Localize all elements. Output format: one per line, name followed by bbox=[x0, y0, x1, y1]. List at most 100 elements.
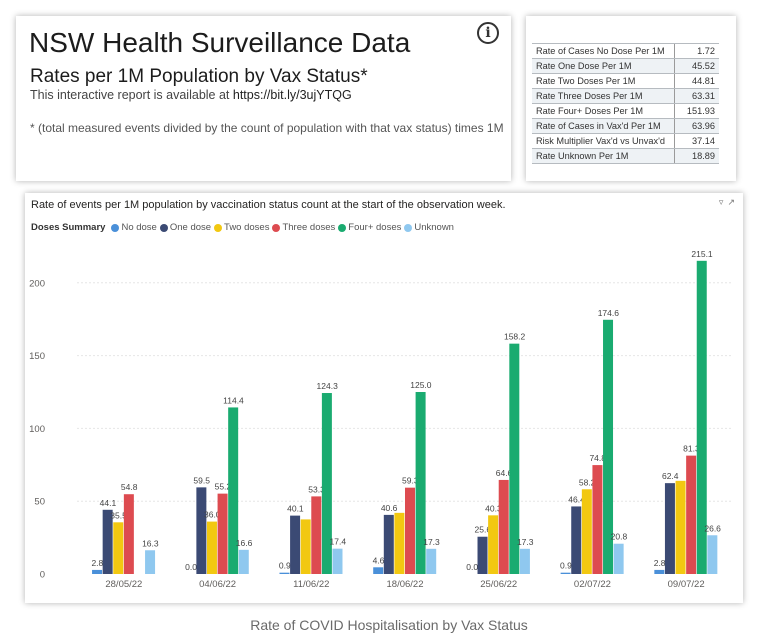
data-label: 0.0 bbox=[466, 562, 478, 572]
stats-label: Rate of Cases No Dose Per 1M bbox=[532, 43, 675, 59]
data-label: 20.8 bbox=[611, 532, 628, 542]
bar bbox=[405, 487, 415, 574]
stats-label: Risk Multiplier Vax'd vs Unvax'd bbox=[532, 133, 675, 149]
bar bbox=[426, 548, 437, 574]
bar bbox=[686, 455, 697, 574]
x-tick-label: 25/06/22 bbox=[480, 579, 517, 590]
stats-card: Rate of Cases No Dose Per 1M 1.72 Rate One… bbox=[526, 16, 736, 181]
bar bbox=[592, 465, 603, 574]
stats-value: 44.81 bbox=[674, 73, 719, 89]
stats-row: Rate One Dose Per 1M 45.52 bbox=[532, 58, 719, 74]
title-card: NSW Health Surveillance Data Rates per 1… bbox=[16, 16, 511, 181]
legend-item[interactable]: Two doses bbox=[214, 222, 269, 233]
legend-item[interactable]: Unknown bbox=[404, 222, 454, 233]
bar bbox=[488, 515, 499, 574]
data-label: 0.9 bbox=[560, 561, 572, 571]
legend-label: Unknown bbox=[414, 222, 454, 233]
info-icon[interactable]: i bbox=[477, 22, 499, 44]
x-tick-label: 04/06/22 bbox=[199, 579, 236, 590]
legend-label: Three doses bbox=[282, 222, 336, 233]
data-label: 59.5 bbox=[193, 475, 210, 485]
data-label: 59.3 bbox=[402, 476, 419, 486]
bar bbox=[696, 260, 707, 574]
data-label: 215.1 bbox=[691, 249, 713, 259]
data-label: 158.2 bbox=[504, 332, 526, 342]
data-label: 25.6 bbox=[475, 525, 492, 535]
bar bbox=[206, 521, 217, 574]
legend-label: Four+ doses bbox=[348, 222, 402, 233]
data-label: 114.4 bbox=[223, 395, 244, 405]
legend-swatch bbox=[272, 223, 281, 232]
data-label: 44.1 bbox=[100, 498, 117, 508]
bar bbox=[196, 487, 207, 574]
legend-item[interactable]: Three doses bbox=[272, 222, 335, 233]
x-tick-label: 02/07/22 bbox=[574, 579, 611, 590]
stats-row: Rate of Cases No Dose Per 1M 1.72 bbox=[532, 43, 719, 59]
stats-value: 37.14 bbox=[674, 133, 719, 149]
y-tick-label: 100 bbox=[29, 424, 45, 435]
legend-swatch bbox=[159, 223, 168, 232]
legend-swatch bbox=[404, 223, 413, 232]
bar bbox=[113, 522, 124, 574]
report-title: NSW Health Surveillance Data bbox=[29, 27, 411, 58]
legend-swatch bbox=[338, 223, 347, 232]
stats-label: Rate Four+ Doses Per 1M bbox=[532, 103, 675, 119]
legend-item[interactable]: Four+ doses bbox=[338, 222, 401, 233]
chart-title: Rate of events per 1M population by vacc… bbox=[31, 199, 506, 211]
legend-item[interactable]: One dose bbox=[159, 222, 211, 233]
data-label: 40.6 bbox=[381, 503, 398, 513]
bar bbox=[311, 496, 322, 574]
data-label: 17.3 bbox=[517, 537, 534, 547]
data-label: 81.3 bbox=[683, 444, 700, 454]
stats-row: Rate Two Doses Per 1M 44.81 bbox=[532, 73, 719, 89]
data-label: 17.3 bbox=[423, 537, 440, 547]
data-label: 54.8 bbox=[121, 482, 138, 492]
stats-row: Rate of Cases in Vax'd Per 1M 63.96 bbox=[532, 118, 719, 134]
bar bbox=[509, 343, 520, 574]
bar bbox=[394, 512, 405, 574]
bar bbox=[707, 535, 718, 574]
x-tick-label: 28/05/22 bbox=[105, 579, 142, 590]
stats-row: Rate Four+ Doses Per 1M 151.93 bbox=[532, 103, 719, 119]
bar bbox=[498, 479, 509, 574]
y-tick-label: 50 bbox=[34, 497, 45, 508]
report-link[interactable]: https://bit.ly/3ujYTQG bbox=[232, 88, 352, 102]
chart-legend: Doses Summary No dose One dose Two doses Th… bbox=[31, 222, 457, 233]
bar bbox=[383, 514, 394, 574]
stats-row: Rate Three Doses Per 1M 63.31 bbox=[532, 88, 719, 104]
bar bbox=[571, 506, 582, 574]
focus-mode-icon[interactable]: ↗ bbox=[727, 197, 735, 207]
data-label: 17.4 bbox=[330, 537, 347, 547]
stats-value: 63.96 bbox=[674, 118, 719, 134]
bar bbox=[519, 548, 530, 574]
y-tick-label: 150 bbox=[29, 351, 45, 362]
availability-text: This interactive report is available at bbox=[30, 88, 233, 102]
stats-table: Rate of Cases No Dose Per 1M 1.72 Rate One… bbox=[532, 43, 719, 164]
data-label: 0.9 bbox=[279, 561, 291, 571]
data-label: 125.0 bbox=[410, 380, 432, 390]
chart-toolbar: ▿ ↗ bbox=[715, 197, 735, 208]
availability-note: This interactive report is available at … bbox=[30, 88, 352, 102]
bar bbox=[613, 543, 624, 574]
bar bbox=[332, 548, 343, 574]
data-label: 55.2 bbox=[215, 482, 232, 492]
data-label: 124.3 bbox=[317, 381, 339, 391]
data-label: 2.8 bbox=[654, 558, 666, 568]
stats-label: Rate Two Doses Per 1M bbox=[532, 73, 675, 89]
data-label: 40.3 bbox=[485, 503, 502, 513]
x-tick-label: 18/06/22 bbox=[387, 579, 424, 590]
bar bbox=[321, 393, 332, 574]
filter-icon[interactable]: ▿ bbox=[718, 197, 724, 207]
bar bbox=[603, 319, 614, 574]
bar bbox=[560, 572, 571, 574]
bar bbox=[92, 569, 103, 574]
legend-item[interactable]: No dose bbox=[111, 222, 157, 233]
data-label: 62.4 bbox=[662, 471, 679, 481]
legend-swatch bbox=[214, 223, 223, 232]
bar bbox=[581, 489, 592, 574]
stats-value: 1.72 bbox=[674, 43, 719, 59]
data-label: 26.6 bbox=[704, 523, 721, 533]
chart-svg: 0 50 100 150 200 2.8 44.1 35.5 54.8 16.3 28/05/22 0… bbox=[29, 249, 733, 590]
x-tick-label: 09/07/22 bbox=[668, 579, 705, 590]
data-label: 35.5 bbox=[110, 510, 127, 520]
